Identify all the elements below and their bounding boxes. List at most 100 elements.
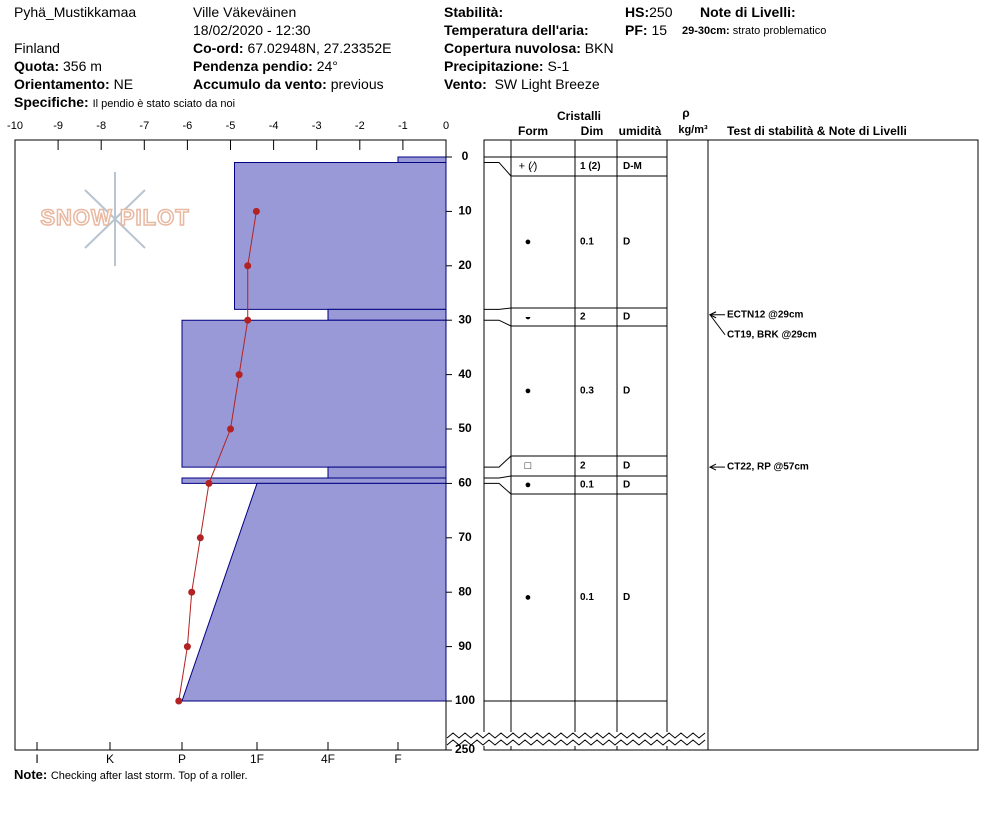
label: Co-ord: <box>193 40 244 56</box>
value: previous <box>330 76 384 92</box>
field: Accumulo da vento: previous <box>193 76 384 92</box>
x-tick-label: -8 <box>96 120 106 132</box>
value: strato problematico <box>732 25 827 37</box>
temperature-point <box>227 425 234 433</box>
test-label: CT22, RP @57cm <box>727 462 809 473</box>
hardness-tick-label: 1F <box>250 752 264 766</box>
label: Note: <box>14 767 48 782</box>
note: Note: Checking after last storm. Top of … <box>14 767 248 782</box>
field: Note di Livelli: <box>700 4 796 20</box>
crystal-size: 1 (2) <box>580 161 601 172</box>
hardness-layer <box>397 156 447 163</box>
temperature-point <box>205 479 213 487</box>
country: Finland <box>14 40 60 56</box>
x-tick-label: -4 <box>269 120 279 132</box>
x-tick-label: -7 <box>139 120 149 132</box>
column-header: Cristalli <box>557 109 601 123</box>
x-tick-label: -1 <box>398 120 408 132</box>
temperature-point <box>196 534 204 542</box>
field: Temperatura dell'aria: <box>444 22 589 38</box>
value: SW Light Breeze <box>494 76 600 92</box>
table-frame <box>483 139 979 751</box>
datetime: 18/02/2020 - 12:30 <box>193 22 311 38</box>
crystal-size: 0.1 <box>580 592 594 603</box>
temperature-point <box>252 207 260 215</box>
label: PF: <box>625 22 648 38</box>
label: 29-30cm: <box>682 25 730 37</box>
label: Specifiche: <box>14 94 89 110</box>
y-tick-label: 50 <box>458 421 472 435</box>
temperature-point <box>183 643 191 651</box>
connector <box>484 475 512 479</box>
crystal-size: 2 <box>580 461 586 472</box>
field: Co-ord: 67.02948N, 27.23352E <box>193 40 391 56</box>
y-tick-label: 80 <box>458 584 472 598</box>
x-tick-label: -3 <box>312 120 322 132</box>
label: Temperatura dell'aria: <box>444 22 589 38</box>
crystal-form: ● <box>525 479 532 491</box>
x-tick-label: -5 <box>226 120 236 132</box>
field: Pendenza pendio: 24° <box>193 58 338 74</box>
test-label: CT19, BRK @29cm <box>727 329 817 340</box>
crystal-form: ● <box>525 591 532 603</box>
field: PF: 15 <box>625 22 667 38</box>
temperature-point <box>188 588 196 596</box>
label: HS: <box>625 4 650 20</box>
y-tick-label: 100 <box>455 693 475 707</box>
axis-break <box>446 739 706 746</box>
connector <box>484 482 512 495</box>
hardness-layer <box>181 319 447 468</box>
test-arrow <box>709 314 726 336</box>
field: Specifiche: Il pendio è stato sciato da … <box>14 94 235 110</box>
logo-text: SNOW PILOT <box>40 205 189 230</box>
value: BKN <box>584 40 614 56</box>
site: Pyhä_Mustikkamaa <box>14 4 137 20</box>
x-tick-label: -2 <box>355 120 365 132</box>
label: Vento: <box>444 76 487 92</box>
y-tick-label: 250 <box>455 742 475 756</box>
field: Precipitazione: S-1 <box>444 58 569 74</box>
connector <box>484 455 512 468</box>
temperature-point <box>175 697 183 705</box>
value: Il pendio è stato sciato da noi <box>92 98 236 110</box>
label: Pendenza pendio: <box>193 58 313 74</box>
label: Stabilità: <box>444 4 504 20</box>
column-header: Dim <box>581 124 604 138</box>
label: Orientamento: <box>14 76 110 92</box>
moisture: D <box>623 461 630 472</box>
table-columns <box>510 140 709 750</box>
hardness-layers <box>181 156 447 702</box>
temperature-point <box>244 316 252 324</box>
hardness-layer <box>181 482 447 702</box>
hardness-tick-label: I <box>35 752 38 766</box>
y-tick-label: 70 <box>458 530 472 544</box>
temperature-line <box>178 211 257 702</box>
field: Copertura nuvolosa: BKN <box>444 40 614 56</box>
field: Quota: 356 m <box>14 58 102 74</box>
label: Copertura nuvolosa: <box>444 40 581 56</box>
field: Stabilità: <box>444 4 503 20</box>
crystal-size: 2 <box>580 312 586 323</box>
crystal-form: + (⁄) <box>519 160 538 172</box>
hardness-layer <box>234 161 447 310</box>
column-header: kg/m³ <box>678 124 708 136</box>
observer: Ville Väkeväinen <box>193 4 297 20</box>
y-tick-label: 10 <box>458 204 472 218</box>
test-label: ECTN12 @29cm <box>727 309 804 320</box>
label: Accumulo da vento: <box>193 76 327 92</box>
layer-note: 29-30cm: strato problematico <box>682 25 826 37</box>
crystal-form: ● <box>525 236 532 248</box>
field: Vento: SW Light Breeze <box>444 76 600 92</box>
value: 15 <box>651 22 668 38</box>
value: 24° <box>316 58 338 74</box>
hardness-tick-label: F <box>394 752 401 766</box>
moisture: D-M <box>623 161 642 172</box>
axis-break <box>446 732 706 739</box>
moisture: D <box>623 592 630 603</box>
hardness-layer <box>327 308 447 321</box>
x-tick-label: -10 <box>7 120 23 132</box>
test-arrowhead <box>708 311 717 319</box>
crystal-form: ● <box>525 385 532 397</box>
label: Quota: <box>14 58 60 74</box>
